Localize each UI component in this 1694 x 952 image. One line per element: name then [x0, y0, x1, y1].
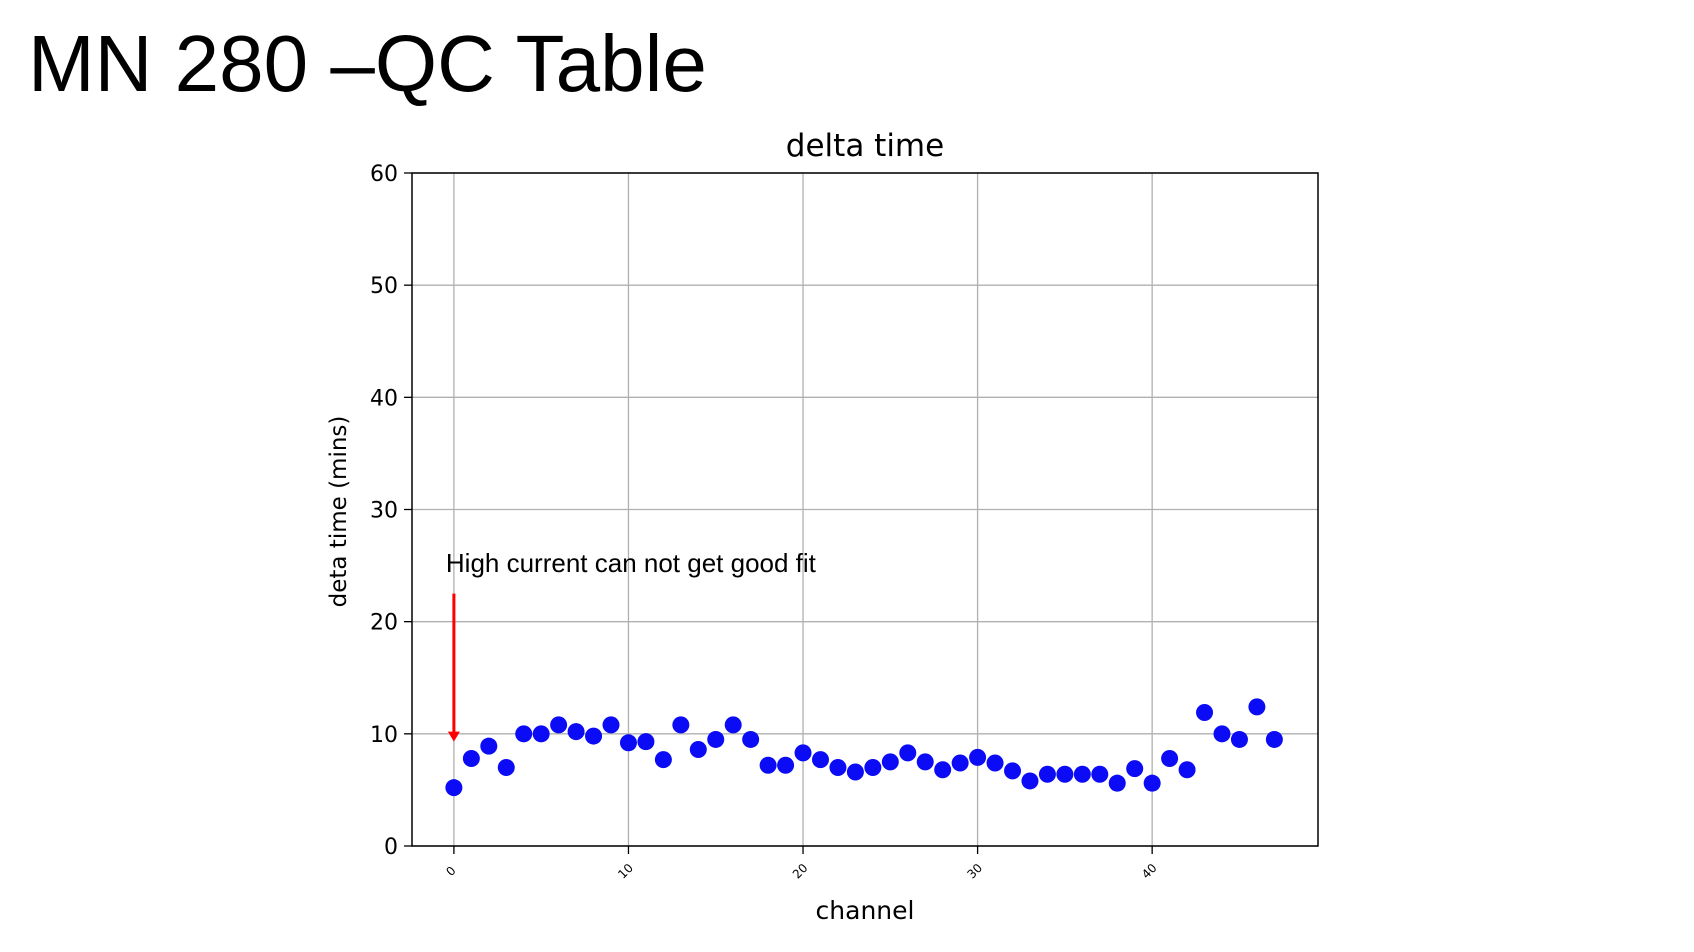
- data-point: [585, 727, 603, 745]
- data-point: [916, 753, 934, 771]
- annotation-arrowhead: [447, 731, 460, 742]
- y-tick-label: 40: [370, 386, 398, 411]
- data-point: [1178, 761, 1196, 779]
- data-point: [794, 744, 812, 762]
- data-point: [532, 725, 550, 743]
- data-point: [1143, 774, 1161, 792]
- data-point: [1091, 765, 1109, 783]
- data-point: [515, 725, 533, 743]
- axis-ticks: 0 10 20 30 40 50 60 0 10 20 30 40: [370, 162, 1160, 882]
- x-tick-label: 20: [790, 861, 811, 882]
- data-point: [567, 723, 585, 741]
- data-point: [497, 758, 515, 776]
- data-point: [1248, 698, 1266, 716]
- data-points: [445, 698, 1283, 797]
- y-tick-label: 50: [370, 274, 398, 299]
- x-tick-label: 10: [615, 861, 636, 882]
- data-point: [777, 756, 795, 774]
- grid-lines: [412, 172, 1318, 847]
- x-axis-label: channel: [816, 896, 915, 925]
- y-tick-label: 60: [370, 162, 398, 187]
- y-tick-label: 0: [384, 835, 398, 860]
- data-point: [864, 758, 882, 776]
- data-point: [951, 754, 969, 772]
- data-point: [1073, 765, 1091, 783]
- chart-title: delta time: [786, 128, 944, 164]
- data-point: [1213, 725, 1231, 743]
- data-point: [969, 748, 987, 766]
- data-point: [654, 751, 672, 769]
- data-point: [1196, 704, 1214, 722]
- y-tick-label: 20: [370, 611, 398, 636]
- x-tick-label: 0: [443, 864, 458, 879]
- data-point: [881, 753, 899, 771]
- data-point: [742, 730, 760, 748]
- annotation-layer: High current can not get good fit: [446, 548, 817, 742]
- data-point: [672, 716, 690, 734]
- data-point: [986, 754, 1004, 772]
- annotation-text: High current can not get good fit: [446, 548, 817, 578]
- data-point: [619, 734, 637, 752]
- data-point: [1161, 750, 1179, 768]
- data-point: [829, 758, 847, 776]
- data-point: [1038, 765, 1056, 783]
- data-point: [689, 741, 707, 759]
- data-point: [445, 779, 463, 797]
- data-point: [811, 751, 829, 769]
- data-point: [1126, 760, 1144, 778]
- data-point: [462, 750, 480, 768]
- y-tick-label: 30: [370, 499, 398, 524]
- data-point: [724, 716, 742, 734]
- x-tick-label: 40: [1139, 861, 1160, 882]
- slide-title: MN 280 –QC Table: [28, 19, 707, 108]
- data-point: [602, 716, 620, 734]
- y-axis-label: deta time (mins): [326, 416, 352, 608]
- x-tick-label: 30: [964, 861, 985, 882]
- data-point: [759, 756, 777, 774]
- data-point: [846, 763, 864, 781]
- data-point: [1108, 774, 1126, 792]
- data-point: [480, 737, 498, 755]
- data-point: [899, 744, 917, 762]
- data-point: [1021, 772, 1039, 790]
- y-tick-label: 10: [370, 723, 398, 748]
- data-point: [1004, 762, 1022, 780]
- data-point: [707, 730, 725, 748]
- data-point: [550, 716, 568, 734]
- data-point: [1056, 765, 1074, 783]
- data-point: [934, 761, 952, 779]
- data-point: [1230, 730, 1248, 748]
- data-point: [637, 733, 655, 751]
- data-point: [1265, 730, 1283, 748]
